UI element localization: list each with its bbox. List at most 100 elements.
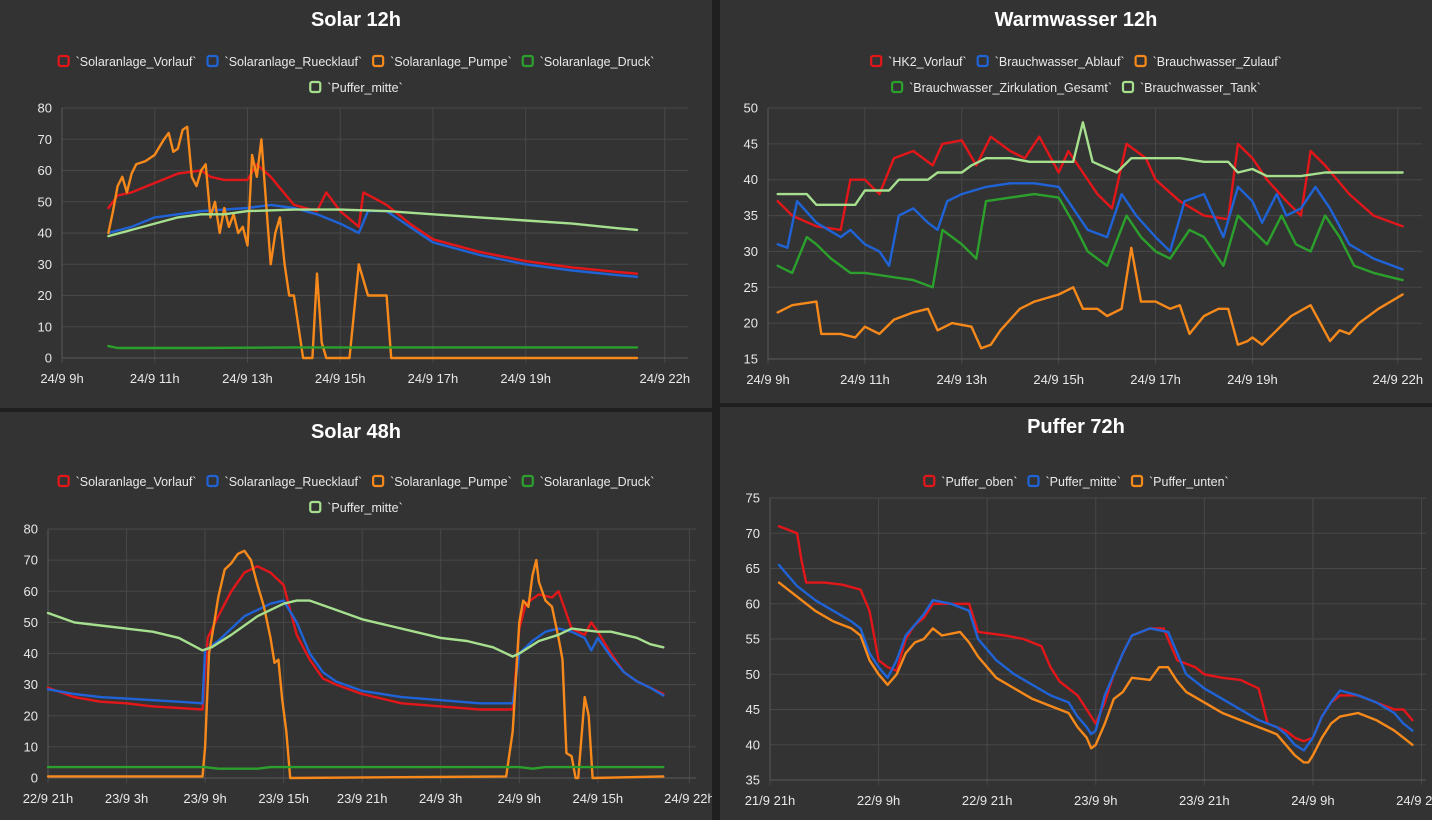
legend-item[interactable]: `Solaranlage_Vorlauf` — [57, 54, 197, 69]
y-tick-label: 0 — [31, 771, 38, 786]
y-tick-label: 70 — [746, 526, 760, 541]
legend-item[interactable]: `Solaranlage_Pumpe` — [372, 54, 512, 69]
legend-label: `Puffer_mitte` — [327, 501, 403, 515]
legend-swatch — [372, 54, 385, 68]
series-line-2 — [777, 581, 1414, 764]
x-tick-label: 23/9 21h — [1179, 793, 1230, 808]
legend-swatch — [57, 474, 70, 488]
x-tick-label: 24/9 9h — [498, 791, 541, 806]
legend-swatch — [1130, 474, 1144, 488]
y-tick-label: 0 — [45, 351, 52, 366]
y-tick-label: 40 — [744, 172, 758, 187]
x-tick-label: 24/9 9h — [40, 371, 83, 386]
y-tick-label: 30 — [38, 257, 52, 272]
y-tick-label: 20 — [744, 316, 758, 331]
legend-item[interactable]: `Brauchwasser_Tank` — [1121, 80, 1261, 95]
legend-item[interactable]: `HK2_Vorlauf` — [870, 54, 967, 69]
legend-label: `Brauchwasser_Zirkulation_Gesamt` — [909, 81, 1112, 95]
x-tick-label: 24/9 15h — [315, 371, 366, 386]
legend-item[interactable]: `Solaranlage_Druck` — [521, 474, 655, 489]
x-tick-label: 24/9 13h — [936, 372, 987, 387]
legend-swatch — [521, 54, 534, 68]
x-tick-label: 22/9 21h — [962, 793, 1013, 808]
series-line-3 — [776, 192, 1404, 289]
y-tick-label: 60 — [38, 163, 52, 178]
legend-item[interactable]: `Puffer_mitte` — [309, 80, 403, 95]
legend-swatch — [870, 54, 883, 68]
series-line-0 — [777, 525, 1414, 743]
legend-item[interactable]: `Solaranlage_Ruecklauf` — [206, 54, 363, 69]
chart-panel-warmwasser-12h: Warmwasser 12h 15 20 25 30 35 40 45 50 24/9 9h 24/… — [720, 0, 1432, 403]
legend-swatch — [1134, 54, 1147, 68]
x-tick-label: 24/9 19h — [500, 371, 551, 386]
x-tick-label: 24/9 13h — [222, 371, 273, 386]
y-tick-label: 30 — [24, 677, 38, 692]
legend-label: `Solaranlage_Pumpe` — [390, 55, 512, 69]
series-line-0 — [107, 163, 639, 275]
legend-item[interactable]: `Brauchwasser_Zirkulation_Gesamt` — [891, 80, 1112, 95]
chart-svg: Solar 12h 0 10 20 30 40 50 60 70 80 24/9 9h 24/9 11… — [38, 9, 691, 386]
legend-item[interactable]: `Puffer_unten` — [1130, 474, 1229, 489]
legend-item[interactable]: `Puffer_mitte` — [309, 500, 403, 515]
series-line-3 — [46, 765, 665, 770]
legend-item[interactable]: `Solaranlage_Druck` — [521, 54, 655, 69]
x-tick-label: 24/9 17h — [1130, 372, 1181, 387]
legend-swatch — [309, 500, 322, 514]
legend-swatch — [57, 54, 70, 68]
y-tick-label: 10 — [24, 739, 38, 754]
legend-item[interactable]: `Solaranlage_Pumpe` — [372, 474, 512, 489]
x-tick-label: 21/9 21h — [745, 793, 796, 808]
legend-label: `Solaranlage_Druck` — [540, 55, 655, 69]
y-tick-label: 70 — [38, 132, 52, 147]
x-tick-label: 23/9 15h — [258, 791, 309, 806]
legend-label: `Brauchwasser_Tank` — [1140, 81, 1261, 95]
y-tick-label: 45 — [746, 702, 760, 717]
chart-title: Puffer 72h — [1027, 416, 1125, 438]
legend-swatch — [891, 80, 904, 94]
x-tick-label: 23/9 21h — [337, 791, 388, 806]
series-line-4 — [46, 599, 665, 658]
x-tick-label: 24/9 22h — [640, 371, 691, 386]
x-tick-label: 23/9 3h — [105, 791, 148, 806]
legend-label: `HK2_Vorlauf` — [888, 55, 967, 69]
y-tick-label: 55 — [746, 632, 760, 647]
legend-label: `Brauchwasser_Ablauf` — [995, 55, 1125, 69]
series-line-2 — [46, 549, 665, 780]
legend-label: `Solaranlage_Ruecklauf` — [225, 55, 363, 69]
y-tick-label: 50 — [746, 667, 760, 682]
legend-item[interactable]: `Puffer_mitte` — [1027, 474, 1122, 489]
series-line-1 — [777, 563, 1414, 752]
series-line-1 — [776, 182, 1404, 271]
series-line-0 — [776, 135, 1404, 232]
series-line-1 — [46, 599, 665, 705]
x-tick-label: 23/9 9h — [183, 791, 226, 806]
legend-item[interactable]: `Solaranlage_Ruecklauf` — [206, 474, 363, 489]
y-tick-label: 15 — [744, 352, 758, 367]
legend-swatch — [923, 474, 936, 488]
series-line-1 — [107, 203, 639, 278]
chart-svg: Puffer 72h 35 40 45 50 55 60 65 70 75 21/9 21h 22/9… — [745, 416, 1432, 808]
legend-swatch — [976, 54, 989, 68]
y-tick-label: 40 — [38, 226, 52, 241]
legend-label: `Solaranlage_Druck` — [540, 475, 655, 489]
x-tick-label: 24/9 22h — [1372, 372, 1423, 387]
chart-title: Warmwasser 12h — [995, 9, 1158, 31]
chart-panel-solar-12h: Solar 12h 0 10 20 30 40 50 60 70 80 24/9 9h 24/9 11… — [0, 0, 712, 408]
legend-label: `Solaranlage_Ruecklauf` — [225, 475, 363, 489]
series-line-3 — [107, 344, 639, 350]
legend-swatch — [309, 80, 322, 94]
chart-title: Solar 48h — [311, 421, 401, 443]
legend-label: `Puffer_mitte` — [327, 81, 403, 95]
legend-item[interactable]: `Solaranlage_Vorlauf` — [57, 474, 197, 489]
y-tick-label: 50 — [38, 194, 52, 209]
y-tick-label: 20 — [24, 708, 38, 723]
chart-svg: Warmwasser 12h 15 20 25 30 35 40 45 50 24/9 9h 24/… — [744, 9, 1424, 387]
legend-item[interactable]: `Brauchwasser_Ablauf` — [976, 54, 1125, 69]
x-tick-label: 23/9 9h — [1074, 793, 1117, 808]
series-line-2 — [776, 246, 1404, 350]
legend-item[interactable]: `Brauchwasser_Zulauf` — [1134, 54, 1282, 69]
legend-item[interactable]: `Puffer_oben` — [923, 474, 1018, 489]
y-tick-label: 60 — [24, 584, 38, 599]
x-tick-label: 22/9 9h — [857, 793, 900, 808]
legend-label: `Brauchwasser_Zulauf` — [1153, 55, 1282, 69]
